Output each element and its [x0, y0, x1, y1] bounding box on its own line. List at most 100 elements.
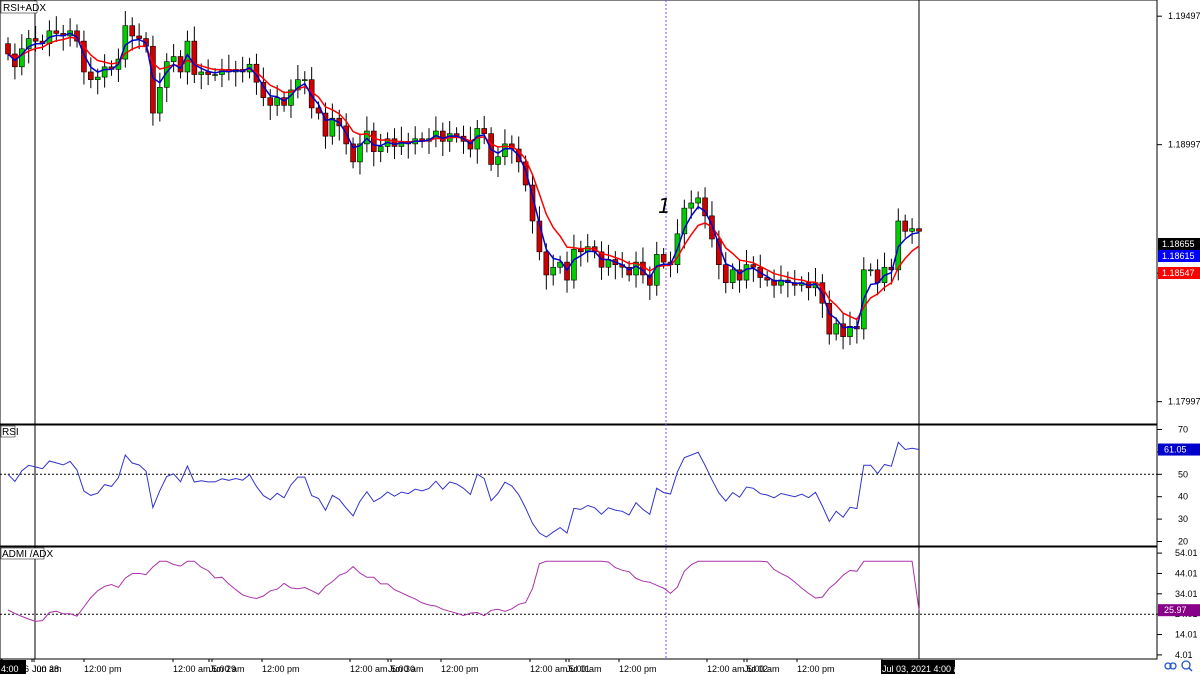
candle: [274, 85, 280, 116]
candle: [909, 218, 915, 244]
time-axis-label: 12:00 pm: [84, 664, 122, 674]
candle: [481, 115, 488, 145]
time-axis-label: Jul 03, 2021 4:00 am: [882, 664, 966, 674]
adx-panel[interactable]: [0, 546, 1158, 660]
candle: [267, 89, 274, 121]
candle: [101, 54, 108, 88]
rsi-tick-label: 50: [1178, 469, 1188, 479]
time-axis-label: 12:00 pm: [619, 664, 657, 674]
time-axis-label: Jun 29: [209, 664, 236, 674]
adx-tick-label: 44.01: [1175, 568, 1198, 578]
adx-panel-label: ADMI /ADX: [2, 549, 53, 560]
current-price-labels: 1.18655 1.18615 1.18547: [1158, 238, 1200, 279]
price-tick-label: 1.18997: [1168, 140, 1200, 150]
candle: [81, 30, 87, 85]
price-tick-label: 1.17997: [1168, 397, 1200, 407]
chain-link-icon[interactable]: [1164, 662, 1177, 670]
fast_ma-line: [7, 32, 920, 329]
candle: [136, 23, 142, 50]
time-axis-label: 12:00 am: [707, 664, 745, 674]
candle: [191, 26, 198, 84]
candle: [916, 214, 922, 240]
candle: [522, 155, 529, 192]
time-axis-label: 12:00 pm: [441, 664, 479, 674]
time-axis-label: Jun 28: [32, 664, 59, 674]
candle: [350, 137, 356, 169]
price-label: [1158, 267, 1200, 279]
time-axis-label: 5:00 am: [747, 664, 780, 674]
candle: [170, 43, 177, 73]
candle: [833, 317, 839, 341]
rsi-panel[interactable]: [0, 424, 1158, 547]
main-panel-label: RSI+ADX: [3, 3, 46, 14]
time-axis-label: 5:00 am: [569, 664, 602, 674]
price-label-text: 1.18615: [1162, 251, 1195, 261]
svg-text:25.97: 25.97: [1164, 605, 1187, 615]
candle: [377, 133, 384, 163]
candle: [301, 71, 308, 95]
candle: [122, 11, 129, 68]
candle: [543, 243, 550, 290]
time-axis-label: 4:00: [1, 664, 19, 674]
adx-tick-label: 14.01: [1175, 630, 1198, 640]
price-label-text: 1.18655: [1162, 239, 1195, 249]
candle: [736, 259, 743, 293]
time-axis-label: 12:00 am: [530, 664, 568, 674]
svg-text:61.05: 61.05: [1164, 445, 1187, 455]
time-axis-label: 5:00 am: [391, 664, 424, 674]
time-axis-label: Jun 30: [388, 664, 415, 674]
price-tick-label: 1.19497: [1168, 11, 1200, 21]
time-axis-label: 5:00 am: [212, 664, 245, 674]
time-axis-label: Jul 01: [566, 664, 590, 674]
candle: [681, 199, 688, 249]
candle: [688, 190, 695, 219]
candle: [647, 266, 653, 300]
time-axis-label: 12:00 pm: [262, 664, 300, 674]
time-axis-label: 12:00 am: [173, 664, 211, 674]
rsi-tick-label: 40: [1178, 492, 1188, 502]
time-axis-label: Jul 02: [744, 664, 768, 674]
candle: [902, 214, 908, 238]
candle: [150, 35, 156, 126]
candle: [88, 57, 94, 89]
candle: [495, 146, 501, 178]
candle: [322, 102, 329, 149]
adx-value-label: [1158, 604, 1200, 617]
rsi-line: [7, 441, 920, 538]
price-label: [1158, 250, 1200, 262]
candle: [702, 187, 708, 229]
time-axis-label: 12:00 am: [350, 664, 388, 674]
moving-averages: [7, 32, 920, 329]
candle: [129, 17, 136, 51]
candle: [163, 53, 170, 103]
adx-tick-label: 34.01: [1175, 589, 1198, 599]
candle: [53, 16, 60, 42]
adx-line: [7, 560, 920, 622]
annotation-marker[interactable]: 1: [658, 194, 671, 218]
candle: [5, 37, 11, 61]
candle: [184, 30, 191, 85]
candle: [550, 254, 557, 286]
adx-tick-label: 4.01: [1175, 650, 1193, 660]
price-label-text: 1.18547: [1162, 268, 1195, 278]
zoom-icon[interactable]: [1181, 660, 1193, 672]
adx-tick-label: 54.01: [1175, 548, 1198, 558]
time-axis-label: :00 am: [34, 664, 62, 674]
candle: [840, 313, 846, 350]
candle: [32, 25, 39, 52]
rsi-tick-label: 20: [1178, 537, 1188, 547]
rsi-tick-label: 70: [1178, 424, 1188, 434]
candle: [157, 72, 163, 122]
price-label: [1158, 238, 1200, 250]
rsi-panel-label: RSI: [2, 427, 19, 438]
rsi-value-label: [1158, 443, 1200, 456]
time-axis-label: 12:00 pm: [797, 664, 835, 674]
rsi-tick-label: 30: [1178, 514, 1188, 524]
rsi-series: 70605040302061.05: [0, 424, 1200, 547]
candle: [357, 133, 363, 175]
candle: [295, 65, 301, 99]
